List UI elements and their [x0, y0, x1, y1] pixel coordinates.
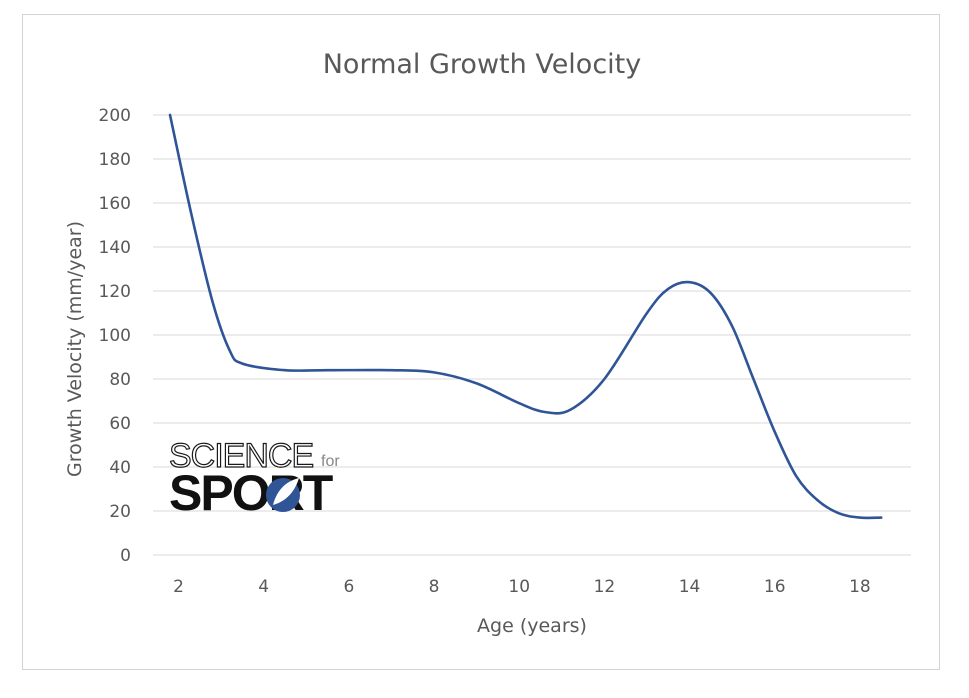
y-tick-label: 60 [109, 414, 131, 434]
y-tick-label: 120 [99, 282, 131, 302]
y-tick-label: 80 [109, 370, 131, 390]
x-tick-label: 10 [508, 577, 530, 597]
x-tick-label: 18 [849, 577, 871, 597]
y-tick-label: 160 [99, 194, 131, 214]
y-tick-label: 0 [120, 546, 131, 566]
series-line-0 [168, 113, 883, 520]
x-tick-labels: 2 4 6 8 10 12 14 16 18 [173, 577, 871, 597]
y-axis-label: Growth Velocity (mm/year) [64, 221, 86, 477]
series-layer [168, 113, 883, 520]
logo-for-text: for [321, 453, 340, 470]
y-tick-label: 140 [99, 238, 131, 258]
logo-science-text: SCIENCE [169, 437, 313, 475]
logo-sport-text: SPORT [169, 465, 333, 521]
y-tick-label: 100 [99, 326, 131, 346]
x-tick-label: 8 [429, 577, 440, 597]
science-for-sport-logo: SCIENCE for SPORT [168, 436, 340, 521]
x-tick-label: 12 [594, 577, 616, 597]
logo-leaf-icon [266, 478, 300, 512]
x-tick-label: 4 [258, 577, 269, 597]
x-tick-label: 6 [343, 577, 354, 597]
y-tick-label: 180 [99, 150, 131, 170]
x-tick-label: 14 [679, 577, 701, 597]
y-tick-label: 40 [109, 458, 131, 478]
x-tick-label: 2 [173, 577, 184, 597]
x-tick-label: 16 [764, 577, 786, 597]
chart-title: Normal Growth Velocity [323, 49, 642, 80]
line-chart: 0 20 40 60 80 100 120 140 160 180 200 2 4 6 8 10 12 14 16… [64, 49, 911, 637]
chart-frame: 0 20 40 60 80 100 120 140 160 180 200 2 4 6 8 10 12 14 16… [22, 14, 940, 670]
y-tick-label: 200 [99, 106, 131, 126]
y-tick-labels: 0 20 40 60 80 100 120 140 160 180 200 [99, 106, 131, 566]
x-axis-label: Age (years) [477, 615, 587, 637]
y-tick-label: 20 [109, 502, 131, 522]
